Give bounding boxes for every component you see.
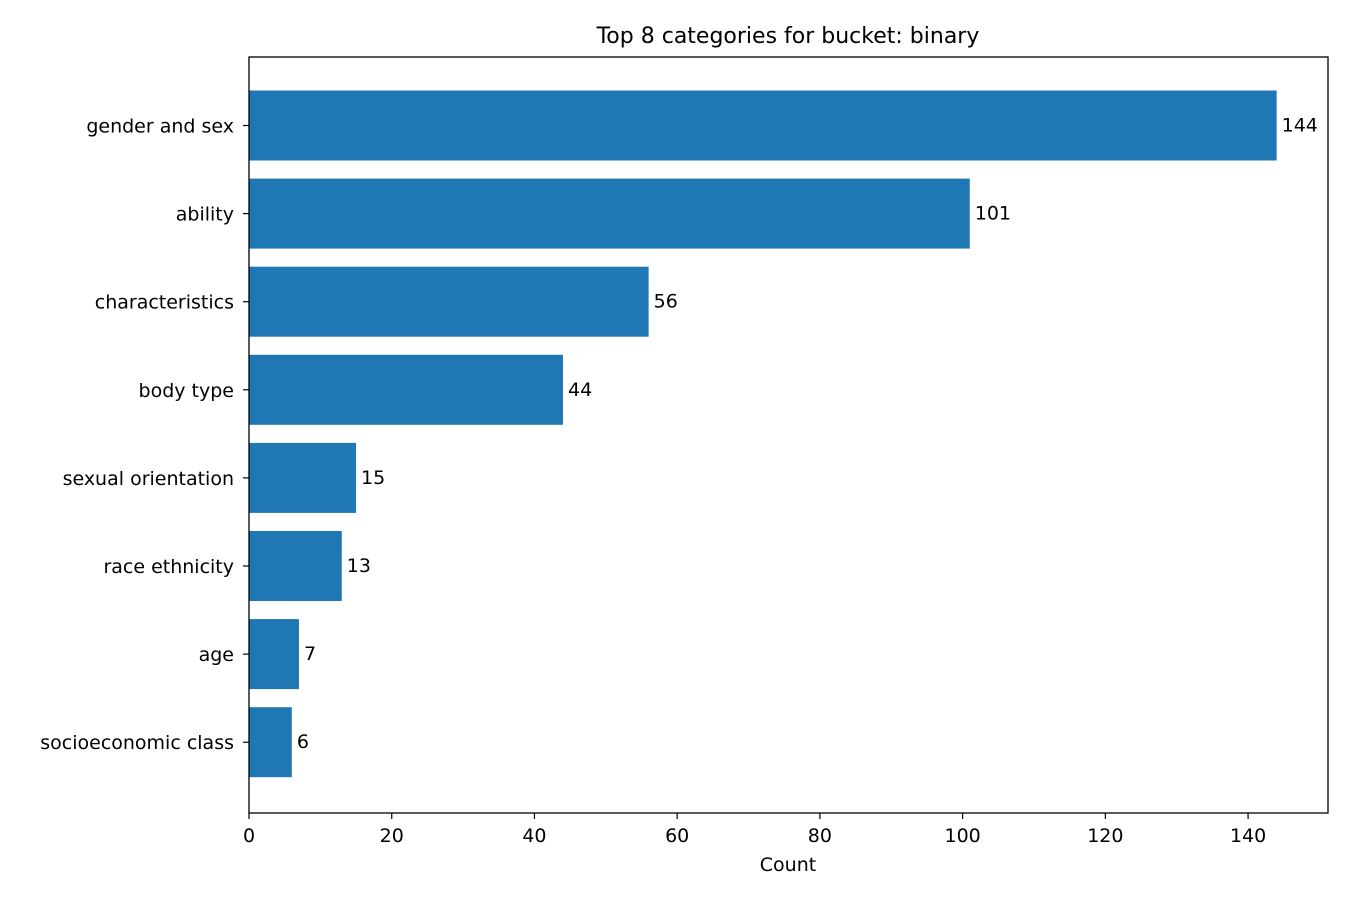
bar-4 xyxy=(249,442,357,513)
y-tick-label-6: age xyxy=(199,644,234,666)
bar-value-labels: 144 101 56 44 15 13 7 6 xyxy=(297,115,1318,754)
value-label-2: 56 xyxy=(654,291,678,313)
bar-1 xyxy=(249,178,970,249)
value-label-7: 6 xyxy=(297,731,309,753)
y-tick-label-7: socioeconomic class xyxy=(40,732,234,754)
value-label-6: 7 xyxy=(304,643,316,665)
y-axis-ticks: gender and sex ability characteristics body… xyxy=(40,116,249,754)
x-tick-label-3: 60 xyxy=(665,825,689,847)
x-axis-ticks: 0 20 40 60 80 100 120 140 xyxy=(243,813,1266,847)
value-label-0: 144 xyxy=(1282,115,1318,137)
bars-layer xyxy=(249,90,1277,778)
value-label-1: 101 xyxy=(975,203,1011,225)
chart-title: Top 8 categories for bucket: binary xyxy=(596,24,980,49)
x-tick-label-1: 20 xyxy=(380,825,404,847)
y-tick-label-3: body type xyxy=(139,380,234,402)
bar-3 xyxy=(249,354,563,425)
x-tick-label-0: 0 xyxy=(243,825,255,847)
bar-6 xyxy=(249,619,299,690)
plot-frame xyxy=(248,56,1329,814)
bar-5 xyxy=(249,531,342,601)
y-tick-label-2: characteristics xyxy=(95,292,234,314)
x-axis-label: Count xyxy=(760,854,816,876)
value-label-3: 44 xyxy=(568,379,592,401)
x-tick-label-5: 100 xyxy=(944,825,980,847)
value-label-4: 15 xyxy=(361,467,385,489)
x-tick-label-6: 120 xyxy=(1087,825,1123,847)
y-tick-label-4: sexual orientation xyxy=(63,468,234,490)
y-tick-label-5: race ethnicity xyxy=(103,556,234,578)
bar-0 xyxy=(249,90,1277,161)
bar-2 xyxy=(249,266,649,337)
x-tick-label-4: 80 xyxy=(808,825,832,847)
y-tick-label-0: gender and sex xyxy=(86,116,234,138)
y-tick-label-1: ability xyxy=(176,204,234,226)
value-label-5: 13 xyxy=(347,555,371,577)
x-tick-label-7: 140 xyxy=(1230,825,1266,847)
bar-7 xyxy=(249,707,292,778)
x-tick-label-2: 40 xyxy=(522,825,546,847)
